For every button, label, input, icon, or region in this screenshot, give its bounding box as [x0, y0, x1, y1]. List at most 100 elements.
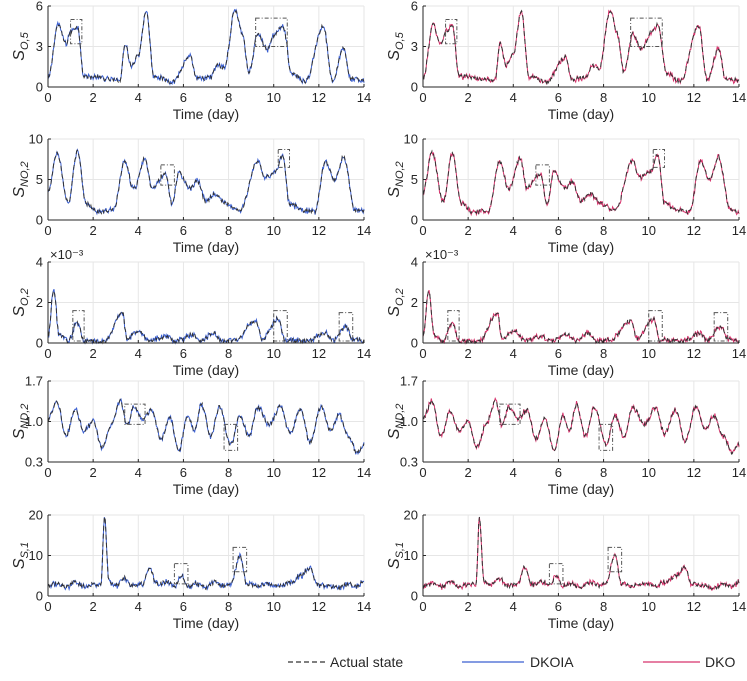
actual-state-series-line — [47, 516, 365, 592]
highlight-box — [447, 310, 460, 342]
highlight-box — [277, 149, 291, 168]
y-axis-label-symbol: S — [386, 50, 403, 61]
highlight-box — [273, 310, 288, 342]
x-axis-label: Time (day) — [173, 239, 239, 255]
x-tick-label: 14 — [357, 223, 371, 238]
y-axis-label: SNO,2 — [386, 161, 406, 197]
x-tick-label: 6 — [180, 90, 187, 105]
x-tick-label: 10 — [266, 599, 280, 614]
x-tick-label: 14 — [732, 90, 746, 105]
x-tick-label: 6 — [180, 346, 187, 361]
x-tick-label: 6 — [555, 223, 562, 238]
y-axis-exponent: ×10⁻³ — [50, 247, 84, 262]
x-tick-label: 14 — [732, 465, 746, 480]
actual-state-series-line — [47, 149, 365, 215]
x-tick-label: 0 — [419, 599, 426, 614]
x-tick-label: 10 — [266, 346, 280, 361]
highlight-box — [499, 403, 521, 425]
x-tick-label: 2 — [90, 346, 97, 361]
y-tick-label: 10 — [404, 132, 418, 147]
x-tick-label: 10 — [266, 223, 280, 238]
y-axis-label-symbol: S — [11, 187, 28, 198]
y-tick-label: 4 — [411, 255, 418, 270]
y-axis-label-subscript: S,1 — [19, 542, 31, 559]
x-tick-label: 14 — [357, 465, 371, 480]
x-tick-label: 10 — [266, 90, 280, 105]
x-tick-label: 14 — [732, 346, 746, 361]
highlight-box — [160, 164, 175, 186]
highlight-box — [223, 423, 239, 451]
y-tick-label: 0 — [36, 213, 43, 228]
y-axis-label: SS,1 — [386, 542, 406, 569]
y-tick-label: 1.7 — [400, 374, 418, 389]
x-tick-label: 14 — [357, 90, 371, 105]
highlight-box — [124, 403, 146, 425]
y-axis-label-subscript: O,5 — [19, 31, 31, 50]
x-tick-label: 4 — [510, 90, 517, 105]
y-tick-label: 5 — [36, 172, 43, 187]
x-tick-label: 2 — [90, 90, 97, 105]
subplot-3-left: 0 2 4 6 8 10 12 14 0 2 4 Time (day) SO,2 ×10⁻³ — [11, 247, 371, 378]
x-axis-label: Time (day) — [173, 106, 239, 122]
x-tick-label: 8 — [600, 346, 607, 361]
y-tick-label: 0 — [411, 80, 418, 95]
y-tick-label: 10 — [29, 132, 43, 147]
x-tick-label: 12 — [687, 346, 701, 361]
highlight-box — [648, 310, 663, 342]
x-axis-label: Time (day) — [548, 362, 614, 378]
x-tick-label: 8 — [225, 346, 232, 361]
x-tick-label: 14 — [732, 599, 746, 614]
x-tick-label: 4 — [135, 599, 142, 614]
y-axis-label-symbol: S — [11, 428, 28, 439]
y-tick-label: 0 — [411, 336, 418, 351]
y-axis-label: SO,5 — [386, 31, 406, 60]
y-axis-label-symbol: S — [386, 428, 403, 439]
y-axis-label-symbol: S — [11, 306, 28, 317]
x-tick-label: 2 — [90, 465, 97, 480]
x-tick-label: 8 — [225, 90, 232, 105]
x-axis-label: Time (day) — [173, 615, 239, 631]
y-axis-label-symbol: S — [386, 558, 403, 569]
x-tick-label: 12 — [687, 223, 701, 238]
y-axis-label-symbol: S — [386, 187, 403, 198]
x-tick-label: 12 — [687, 90, 701, 105]
highlight-box — [713, 312, 729, 342]
x-tick-label: 6 — [555, 90, 562, 105]
y-axis-label-subscript: NO,2 — [19, 161, 31, 187]
y-axis-label: SS,1 — [11, 542, 31, 569]
x-tick-label: 4 — [135, 346, 142, 361]
y-axis-label: SNO,2 — [11, 161, 31, 197]
y-axis-label-subscript: ND,2 — [19, 404, 31, 429]
x-tick-label: 0 — [44, 90, 51, 105]
x-tick-label: 8 — [600, 90, 607, 105]
x-tick-label: 12 — [687, 465, 701, 480]
y-tick-label: 1.0 — [400, 414, 418, 429]
x-tick-label: 2 — [90, 599, 97, 614]
y-axis-label-subscript: O,2 — [19, 288, 31, 306]
highlight-box — [173, 563, 189, 585]
highlight-box — [255, 17, 288, 47]
x-tick-label: 8 — [600, 223, 607, 238]
y-axis-label: SND,2 — [386, 404, 406, 440]
x-tick-label: 0 — [44, 465, 51, 480]
y-axis-exponent: ×10⁻³ — [425, 247, 459, 262]
y-tick-label: 3 — [411, 39, 418, 54]
x-tick-label: 8 — [600, 599, 607, 614]
dko-series-line — [422, 151, 740, 217]
actual-state-series-line — [422, 398, 740, 455]
highlight-box — [72, 310, 85, 342]
subplot-2-right: 0 2 4 6 8 10 12 14 0 5 10 Time (day) SNO,2 — [386, 132, 746, 256]
x-tick-label: 12 — [312, 599, 326, 614]
x-tick-label: 12 — [312, 465, 326, 480]
highlight-box — [535, 164, 550, 186]
x-tick-label: 10 — [641, 599, 655, 614]
subplot-4-left: 0 2 4 6 8 10 12 14 0.3 1.0 1.7 Time (day) SND,2 — [11, 374, 371, 498]
y-axis-label: SND,2 — [11, 404, 31, 440]
y-tick-label: 1.7 — [25, 374, 43, 389]
x-tick-label: 2 — [465, 346, 472, 361]
actual-state-series-line — [422, 149, 740, 216]
y-tick-label: 2 — [411, 295, 418, 310]
x-tick-label: 14 — [357, 599, 371, 614]
highlight-box — [607, 546, 623, 573]
